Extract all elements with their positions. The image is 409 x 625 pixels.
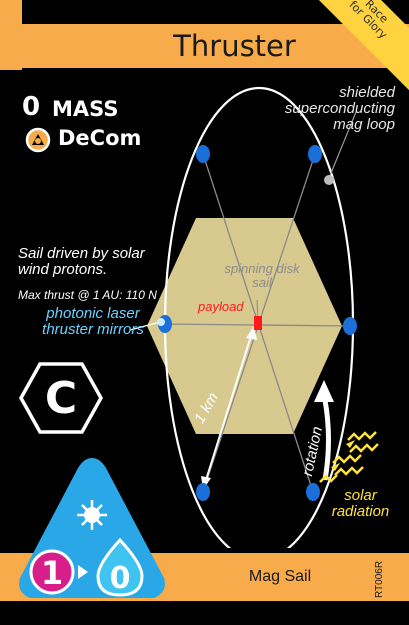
- max-thrust-label: Max thrust @ 1 AU: 110 N: [18, 288, 157, 302]
- payload-label: payload: [198, 299, 244, 314]
- disk-sail-hexagon: [147, 218, 342, 434]
- card-title: Thruster: [173, 29, 296, 63]
- rotation-arrow: [322, 399, 331, 481]
- mirror-node: [196, 483, 210, 501]
- support-to-value: 0: [110, 561, 131, 596]
- spectral-type-badge: C: [18, 362, 104, 434]
- support-badge: 1 0: [19, 458, 165, 598]
- solar-radiation-icon: [319, 431, 379, 483]
- mass-value: 0: [22, 92, 41, 122]
- header-band: [8, 24, 409, 68]
- decom-icon: [25, 127, 51, 153]
- decom-label: DeCom: [58, 126, 142, 150]
- solar-arrowhead: [331, 463, 340, 471]
- mirror-node: [308, 145, 322, 163]
- mirror-pointer: [129, 321, 161, 331]
- rotation-arrowhead: [314, 380, 334, 402]
- support-arrow-icon: [78, 565, 88, 579]
- mirror-node: [343, 317, 357, 335]
- loop-node: [324, 175, 334, 185]
- mass-label: MASS: [52, 97, 119, 121]
- card-code: RT006R: [374, 560, 385, 598]
- support-from-value: 1: [41, 554, 63, 592]
- mirror-node: [306, 483, 320, 501]
- sail-description: Sail driven by solar wind protons.: [18, 245, 145, 278]
- disk-sail-label: spinning disk sail: [224, 261, 300, 290]
- support-to-drop: [96, 537, 144, 597]
- loop-pointer: [328, 111, 357, 179]
- card-name: Mag Sail: [248, 568, 312, 585]
- mirror-node: [196, 145, 210, 163]
- solar-radiation-label: solar radiation: [331, 487, 390, 520]
- solar-arrowhead: [346, 440, 355, 448]
- mirrors-label: photonic laser thruster mirrors: [42, 305, 144, 338]
- spectral-type-letter: C: [45, 373, 77, 424]
- mirror-pointer-dot: [157, 318, 165, 326]
- distance-arrow: [205, 335, 252, 481]
- payload-marker: [254, 316, 262, 330]
- mag-loop-label: shielded superconducting mag loop: [284, 84, 395, 133]
- support-from-circle: [29, 549, 75, 595]
